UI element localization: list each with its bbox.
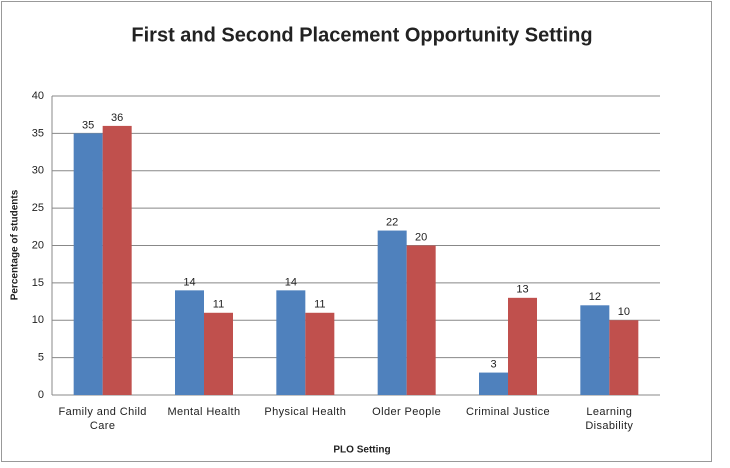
data-label: 13 [516, 284, 528, 296]
data-label: 35 [82, 119, 94, 131]
y-tick-label: 10 [32, 314, 44, 326]
bar [276, 290, 306, 395]
chart-title: First and Second Placement Opportunity S… [131, 24, 592, 46]
bar [508, 297, 537, 395]
y-tick-label: 0 [38, 389, 44, 401]
y-tick-label: 35 [32, 127, 44, 139]
x-tick-label: Physical Health [264, 406, 347, 418]
x-tick-label: Older People [372, 406, 442, 418]
x-tick-label: Learning Disability [585, 406, 634, 432]
x-tick-label: Family and Child Care [58, 406, 147, 432]
y-tick-label: 15 [32, 277, 44, 289]
bar [204, 312, 233, 395]
data-label: 36 [111, 112, 123, 124]
x-axis-label: PLO Setting [333, 445, 390, 456]
data-label: 20 [415, 231, 427, 243]
y-tick-label: 30 [32, 165, 44, 177]
bar [479, 372, 508, 395]
data-label: 11 [314, 299, 325, 311]
y-axis-label: Percentage of students [10, 189, 21, 300]
data-label: 11 [213, 299, 224, 311]
data-label: 14 [285, 276, 297, 288]
bar [175, 290, 204, 395]
bar [609, 320, 639, 395]
data-label: 10 [618, 306, 630, 318]
data-label: 12 [589, 291, 601, 303]
bar [377, 230, 407, 395]
y-tick-label: 5 [38, 352, 44, 364]
x-tick-label: Criminal Justice [465, 406, 551, 418]
bar [406, 245, 436, 395]
data-label: 14 [183, 276, 195, 288]
bar [580, 305, 610, 395]
y-tick-label: 20 [32, 239, 44, 251]
bar [305, 312, 335, 395]
data-label: 22 [386, 216, 398, 228]
bar [102, 125, 132, 396]
y-tick-label: 40 [32, 90, 44, 102]
data-label: 3 [490, 358, 496, 370]
y-tick-label: 25 [32, 202, 44, 214]
bar [73, 133, 103, 395]
x-tick-label: Mental Health [167, 406, 241, 418]
